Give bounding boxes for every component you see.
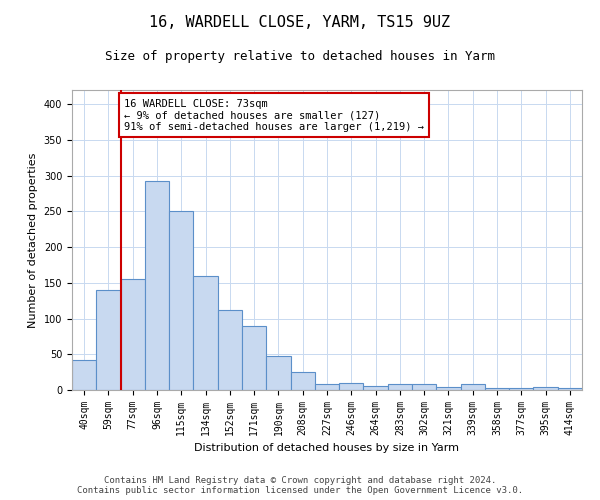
Bar [218, 310, 242, 390]
Text: 16, WARDELL CLOSE, YARM, TS15 9UZ: 16, WARDELL CLOSE, YARM, TS15 9UZ [149, 15, 451, 30]
Text: Size of property relative to detached houses in Yarm: Size of property relative to detached ho… [105, 50, 495, 63]
Bar [436, 387, 461, 390]
Bar [339, 383, 364, 390]
Bar [266, 356, 290, 390]
Bar [364, 386, 388, 390]
Bar [96, 290, 121, 390]
Bar [533, 387, 558, 390]
Bar [558, 388, 582, 390]
Text: 16 WARDELL CLOSE: 73sqm
← 9% of detached houses are smaller (127)
91% of semi-de: 16 WARDELL CLOSE: 73sqm ← 9% of detached… [124, 98, 424, 132]
Bar [461, 384, 485, 390]
Bar [193, 276, 218, 390]
X-axis label: Distribution of detached houses by size in Yarm: Distribution of detached houses by size … [194, 444, 460, 454]
Bar [72, 360, 96, 390]
Bar [315, 384, 339, 390]
Bar [388, 384, 412, 390]
Y-axis label: Number of detached properties: Number of detached properties [28, 152, 38, 328]
Bar [242, 326, 266, 390]
Bar [412, 384, 436, 390]
Bar [169, 212, 193, 390]
Bar [145, 180, 169, 390]
Bar [509, 388, 533, 390]
Bar [290, 372, 315, 390]
Bar [485, 388, 509, 390]
Text: Contains HM Land Registry data © Crown copyright and database right 2024.
Contai: Contains HM Land Registry data © Crown c… [77, 476, 523, 495]
Bar [121, 280, 145, 390]
